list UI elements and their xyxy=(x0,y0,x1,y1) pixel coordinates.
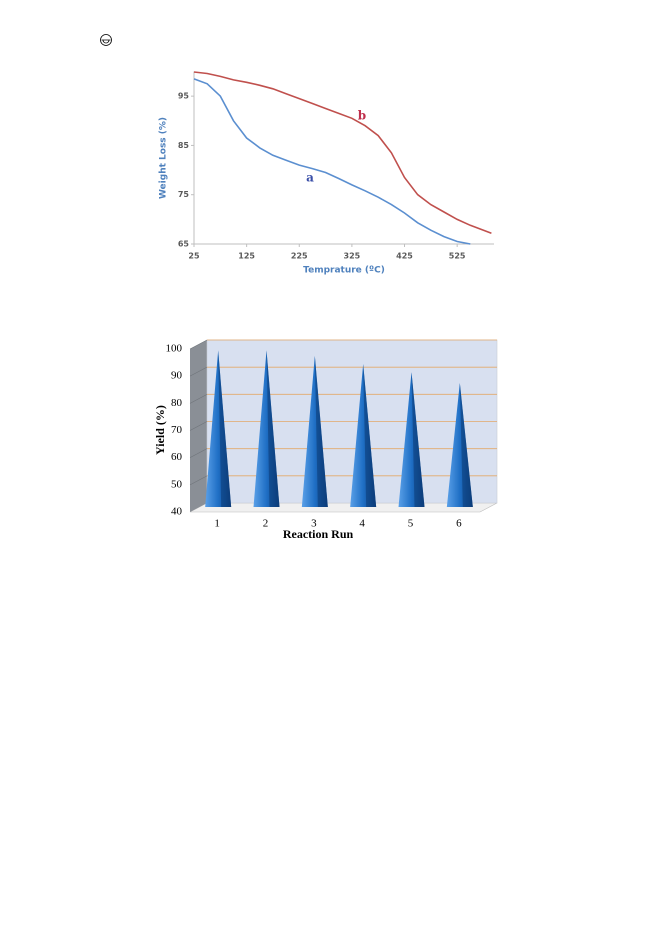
x-axis-label: Reaction Run xyxy=(283,527,354,541)
series-label: a xyxy=(306,171,314,185)
page-icon xyxy=(100,34,112,46)
line-series xyxy=(193,71,492,234)
y-tick-label: 40 xyxy=(171,506,183,518)
x-tick-label: 225 xyxy=(291,252,308,261)
x-tick-label: 5 xyxy=(408,518,414,530)
y-tick-label: 65 xyxy=(178,240,190,249)
y-tick-label: 80 xyxy=(171,397,183,409)
y-tick-label: 90 xyxy=(171,370,183,382)
cone-shade xyxy=(266,350,280,507)
cone-shade xyxy=(218,350,232,507)
yield-chart: 40 50 60 70 80 90 100 1 2 3 4 5 6 Reaction Run Yield (… xyxy=(153,339,498,541)
tga-chart: 65 75 85 95 25 125 225 325 425 525 a b Temprature (º… xyxy=(159,71,494,276)
y-axis-label: Yield (%) xyxy=(153,405,167,455)
cone-shade xyxy=(411,372,425,507)
side-grid-line xyxy=(189,366,208,377)
x-tick-label: 325 xyxy=(344,252,361,261)
x-tick-label: 3 xyxy=(311,518,317,530)
x-tick-label: 525 xyxy=(449,252,466,261)
cone-shade xyxy=(314,355,328,507)
cone-shade xyxy=(459,383,473,507)
x-tick-label: 2 xyxy=(263,518,269,530)
y-tick-label: 60 xyxy=(171,451,183,463)
x-axis-label: Temprature (ºC) xyxy=(303,266,385,276)
x-tick-label: 4 xyxy=(359,518,365,530)
side-grid-line xyxy=(189,394,208,404)
line-series xyxy=(193,78,471,245)
y-tick-label: 70 xyxy=(171,424,183,436)
x-tick-label: 125 xyxy=(238,252,255,261)
y-tick-label: 85 xyxy=(178,141,190,150)
y-tick-label: 95 xyxy=(178,92,190,101)
side-grid-line xyxy=(189,475,208,486)
series-label: b xyxy=(358,109,366,123)
side-grid-line xyxy=(189,339,208,350)
x-tick-label: 1 xyxy=(214,518,220,530)
y-tick-label: 50 xyxy=(171,478,183,490)
x-tick-label: 425 xyxy=(396,252,413,261)
y-tick-label: 100 xyxy=(166,343,183,355)
side-grid-line xyxy=(189,421,208,431)
cone-shade xyxy=(363,364,377,507)
x-tick-label: 6 xyxy=(456,518,462,530)
side-grid-line xyxy=(189,448,208,458)
y-axis-label: Weight Loss (%) xyxy=(159,117,169,199)
x-tick-label: 25 xyxy=(188,252,200,261)
y-tick-label: 75 xyxy=(178,190,190,199)
